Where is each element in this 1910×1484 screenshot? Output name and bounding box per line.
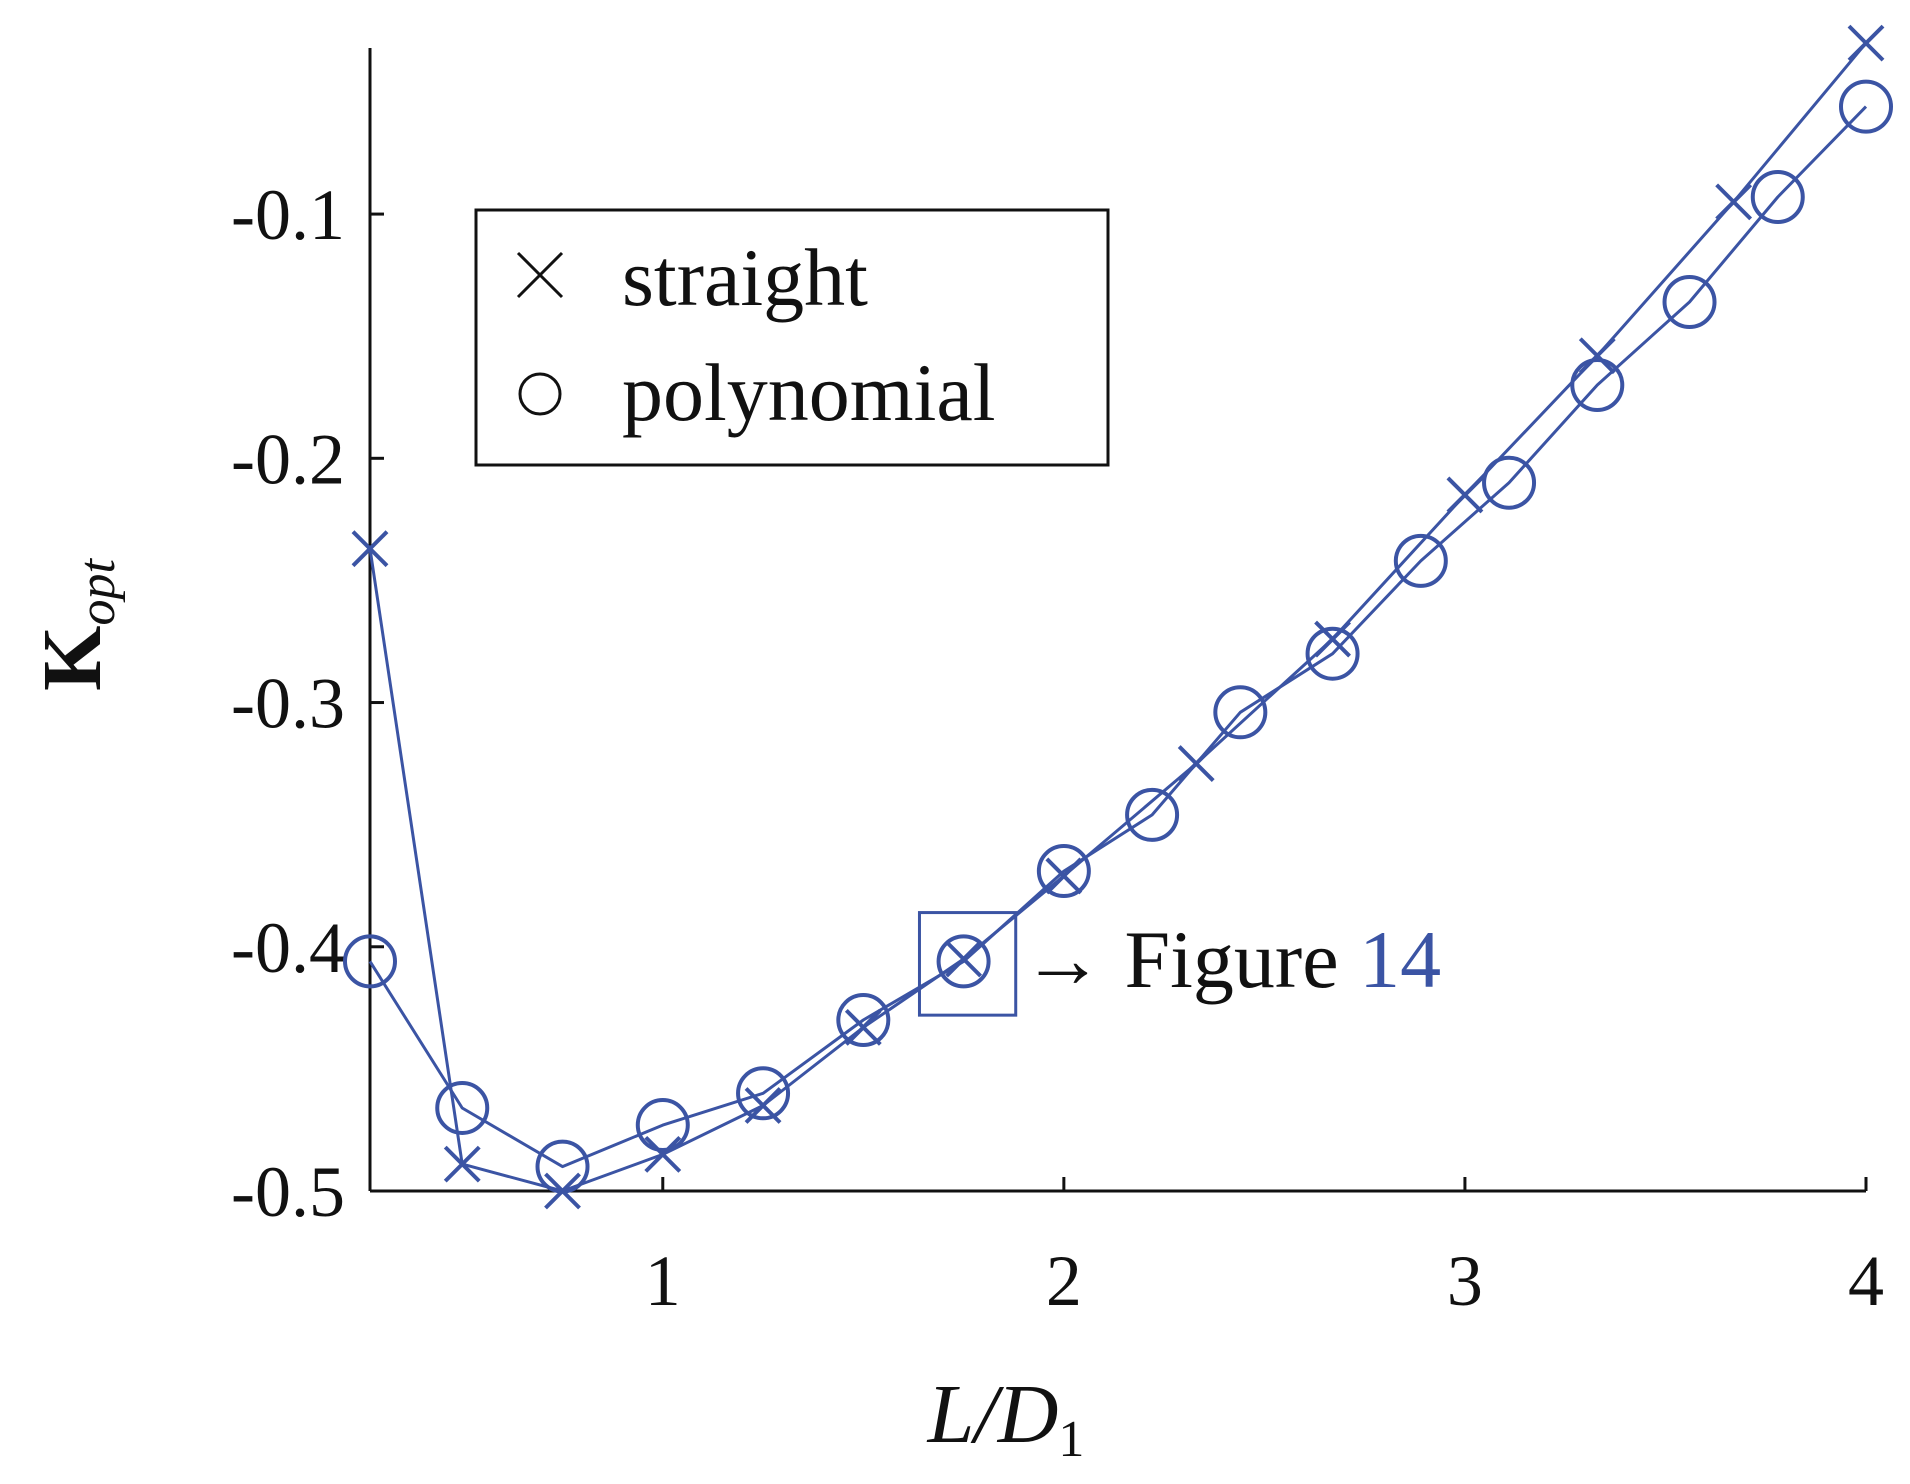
data-point-polynomial <box>1839 79 1893 134</box>
annotation-ref: 14 <box>1359 914 1441 1005</box>
highlight-box <box>917 911 1018 1017</box>
x-marker-stroke <box>844 1008 882 1046</box>
x-tick-label: 2 <box>1046 1241 1082 1321</box>
y-axis-label: Kopt <box>26 558 126 691</box>
data-point-polynomial <box>1305 626 1360 681</box>
data-point-straight <box>351 530 389 568</box>
annotation-arrow: → <box>1022 914 1104 1005</box>
legend-marker-straight-icon <box>516 251 564 299</box>
data-point-polynomial <box>435 1080 490 1135</box>
x-tick-label: 3 <box>1447 1241 1483 1321</box>
series-polynomial <box>343 79 1893 1194</box>
x-marker-stroke <box>1446 476 1484 514</box>
data-point-polynomial <box>1213 685 1268 740</box>
plot-area <box>343 24 1893 1210</box>
x-axis-label-main: L/D <box>927 1368 1059 1461</box>
y-tick-label: -0.5 <box>231 1152 345 1232</box>
data-point-straight <box>1847 24 1885 62</box>
data-point-straight <box>1715 183 1753 221</box>
data-point-straight <box>1446 476 1484 514</box>
x-marker-stroke <box>443 1145 481 1183</box>
data-point-polynomial <box>736 1066 791 1121</box>
data-point-straight <box>644 1135 682 1173</box>
x-marker-stroke <box>945 940 983 978</box>
legend-marker-polynomial-icon <box>518 372 562 416</box>
legend-label-polynomial: polynomial <box>622 347 996 438</box>
legend: straight polynomial <box>474 208 1110 467</box>
y-tick-label: -0.3 <box>231 664 345 744</box>
x-marker-stroke <box>1314 620 1351 658</box>
data-point-polynomial <box>343 934 397 989</box>
x-tick-label: 1 <box>645 1241 681 1321</box>
series-straight <box>351 24 1885 1210</box>
data-point-straight <box>844 1008 882 1046</box>
data-point-straight <box>1314 620 1351 658</box>
figure-annotation: → Figure 14 <box>1022 914 1441 1005</box>
y-tick-label: -0.1 <box>231 175 345 255</box>
data-point-polynomial <box>836 993 891 1048</box>
data-point-polynomial <box>1662 275 1717 329</box>
axes: 1 2 3 4 -0.5 -0.4 -0.3 -0.2 -0.1 <box>231 48 1884 1321</box>
y-tick-label: -0.2 <box>231 419 345 499</box>
x-marker-stroke <box>1847 24 1885 62</box>
data-point-straight <box>1578 337 1616 375</box>
x-tick-label: 4 <box>1848 1241 1884 1321</box>
x-marker-stroke <box>351 530 389 568</box>
legend-label-straight: straight <box>622 232 868 323</box>
data-point-polynomial <box>635 1098 690 1153</box>
data-point-polynomial <box>936 934 991 989</box>
x-axis-label-subscript: 1 <box>1058 1411 1084 1468</box>
data-point-straight <box>443 1145 481 1183</box>
data-point-polynomial <box>1482 455 1537 510</box>
x-marker-stroke <box>644 1135 682 1173</box>
annotation-text: Figure <box>1125 914 1339 1005</box>
x-marker-stroke <box>1715 183 1753 221</box>
annotation <box>917 911 1018 1017</box>
data-point-polynomial <box>1036 844 1091 899</box>
legend-box <box>474 208 1110 467</box>
data-point-polynomial <box>1125 787 1180 842</box>
x-marker-stroke <box>1578 337 1616 375</box>
data-point-polynomial <box>1393 533 1448 588</box>
data-point-polynomial <box>1750 169 1805 224</box>
series-line-polynomial <box>368 105 1868 1169</box>
data-point-polynomial <box>1570 358 1625 413</box>
y-tick-label: -0.4 <box>231 908 345 988</box>
data-point-polynomial <box>535 1139 590 1194</box>
y-axis-label-subscript: opt <box>69 558 126 626</box>
data-point-straight <box>945 940 983 978</box>
y-axis-label-main: K <box>26 626 119 691</box>
x-axis-label: L/D1 <box>927 1368 1085 1468</box>
